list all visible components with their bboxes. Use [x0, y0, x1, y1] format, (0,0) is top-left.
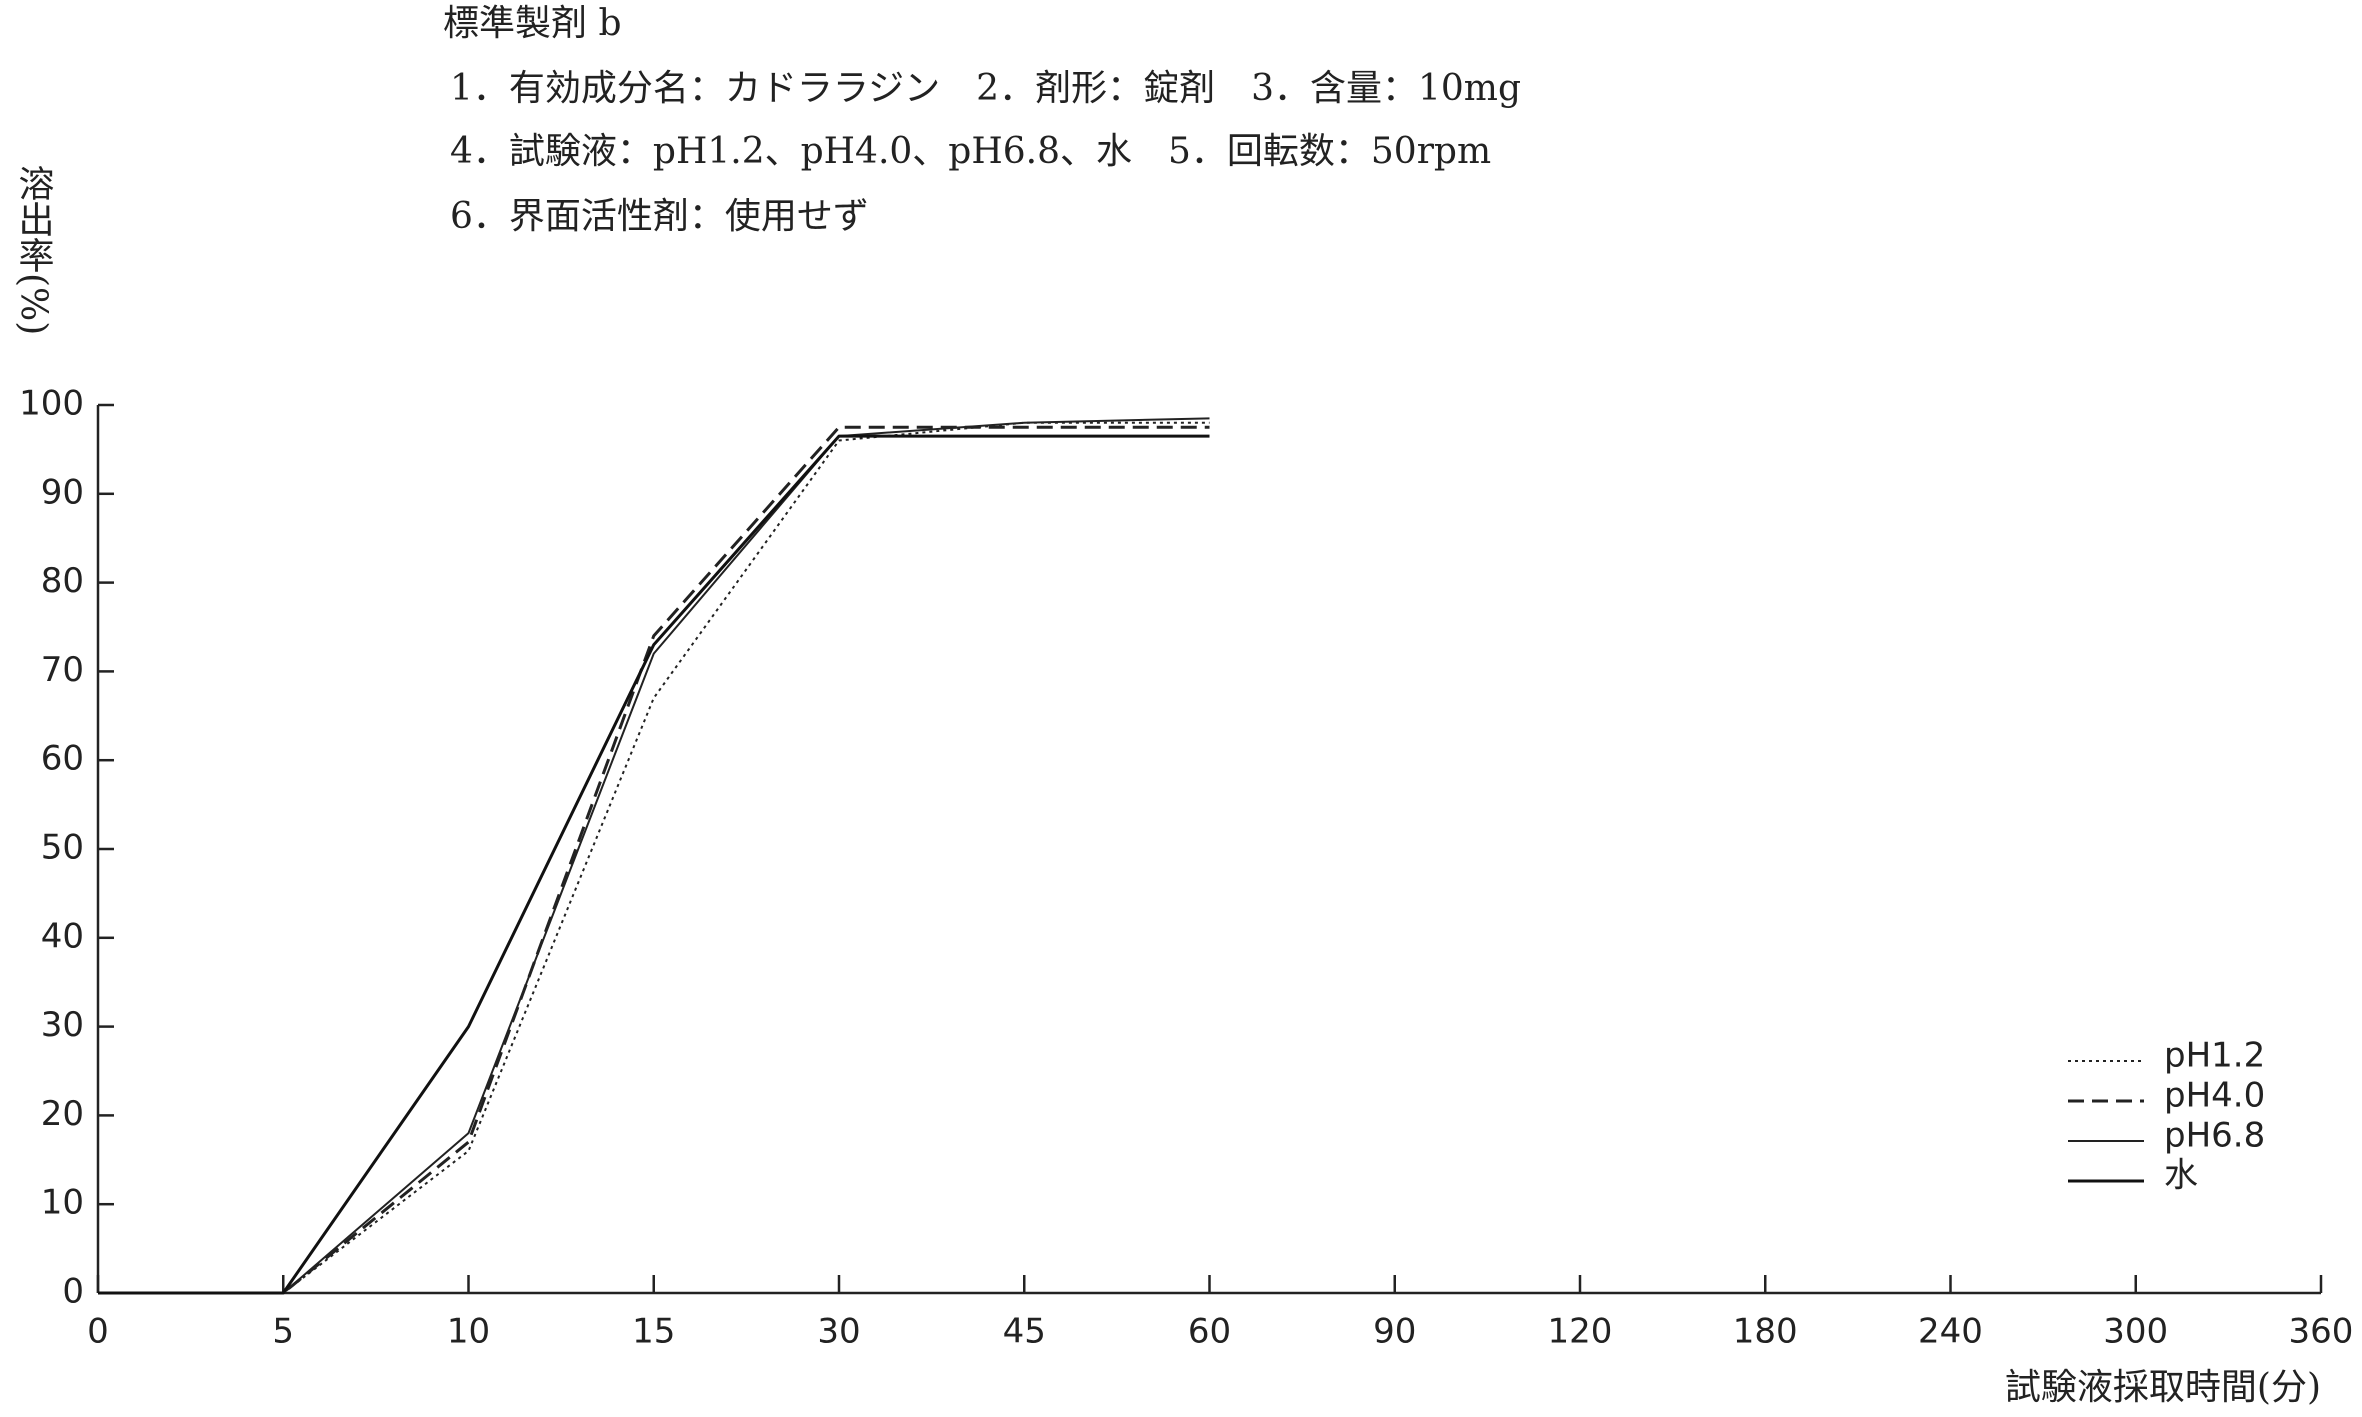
legend-label: 水	[2164, 1156, 2198, 1196]
series-line	[98, 434, 1210, 1295]
y-tick-label: 40	[41, 916, 84, 956]
y-tick-label: 100	[19, 384, 84, 424]
series-line	[98, 425, 1210, 1295]
legend-label: pH1.2	[2164, 1036, 2265, 1076]
y-tick-label: 60	[41, 739, 84, 779]
note: 1．有効成分名：カドララジン 2．剤形：錠剤 3．含量：10mg	[450, 68, 1521, 109]
y-tick-label: 80	[41, 561, 84, 601]
x-tick-label: 5	[272, 1312, 294, 1352]
x-tick-label: 120	[1548, 1312, 1613, 1352]
x-tick-label: 60	[1188, 1312, 1231, 1352]
note: 6．界面活性剤：使用せず	[450, 196, 869, 237]
x-axis-label: 試験液採取時間(分)	[2005, 1367, 2321, 1408]
x-tick-label: 300	[2103, 1312, 2168, 1352]
y-tick-label: 50	[41, 828, 84, 868]
y-tick-label: 90	[41, 472, 84, 512]
y-tick-label: 0	[62, 1272, 84, 1312]
series-line	[98, 421, 1210, 1294]
x-tick-label: 10	[447, 1312, 490, 1352]
series-line	[98, 417, 1210, 1294]
x-tick-label: 360	[2289, 1312, 2354, 1352]
y-tick-label: 10	[41, 1183, 84, 1223]
x-tick-label: 45	[1003, 1312, 1046, 1352]
legend-label: pH4.0	[2164, 1076, 2265, 1116]
x-tick-label: 240	[1918, 1312, 1983, 1352]
x-tick-label: 90	[1373, 1312, 1416, 1352]
chart-title: 標準製剤 b	[443, 3, 622, 44]
x-tick-label: 0	[87, 1312, 109, 1352]
y-tick-label: 30	[41, 1005, 84, 1045]
y-tick-label: 20	[41, 1094, 84, 1134]
y-axis-label: 溶出率(%)	[13, 165, 54, 336]
x-tick-label: 180	[1733, 1312, 1798, 1352]
y-tick-label: 70	[41, 650, 84, 690]
x-tick-label: 30	[817, 1312, 860, 1352]
legend-label: pH6.8	[2164, 1116, 2265, 1156]
x-tick-label: 15	[632, 1312, 675, 1352]
note: 4．試験液：pH1.2、pH4.0、pH6.8、水 5．回転数：50rpm	[450, 131, 1491, 172]
